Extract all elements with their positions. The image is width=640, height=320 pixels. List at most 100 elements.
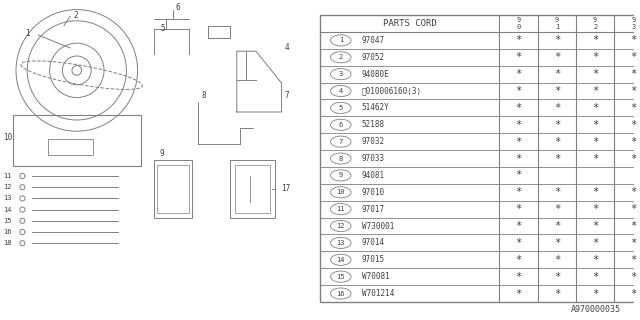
- Text: *: *: [592, 255, 598, 265]
- Text: *: *: [630, 137, 637, 147]
- Text: 97052: 97052: [362, 53, 385, 62]
- Text: *: *: [515, 52, 522, 62]
- Text: *: *: [515, 69, 522, 79]
- Text: 97010: 97010: [362, 188, 385, 197]
- Bar: [230, 160, 275, 218]
- Text: 6: 6: [176, 4, 180, 12]
- Text: 11: 11: [337, 206, 345, 212]
- Text: 94081: 94081: [362, 171, 385, 180]
- Text: 16: 16: [3, 229, 12, 235]
- Text: *: *: [592, 86, 598, 96]
- Text: 11: 11: [3, 173, 12, 179]
- Text: *: *: [554, 154, 560, 164]
- Text: *: *: [554, 103, 560, 113]
- Text: 94080E: 94080E: [362, 70, 389, 79]
- Text: *: *: [630, 289, 637, 299]
- Text: 6: 6: [339, 122, 343, 128]
- Text: 9
3: 9 3: [632, 17, 636, 30]
- Text: *: *: [592, 137, 598, 147]
- Text: 16: 16: [337, 291, 345, 297]
- Text: 8: 8: [339, 156, 343, 162]
- Text: 9: 9: [339, 172, 343, 178]
- Text: *: *: [592, 69, 598, 79]
- Text: *: *: [630, 86, 637, 96]
- Text: 9
1: 9 1: [555, 17, 559, 30]
- Text: *: *: [592, 221, 598, 231]
- Text: *: *: [554, 120, 560, 130]
- Text: *: *: [554, 272, 560, 282]
- Bar: [157, 165, 189, 213]
- Text: 9
0: 9 0: [516, 17, 520, 30]
- Text: 97015: 97015: [362, 255, 385, 264]
- Text: 10: 10: [3, 133, 12, 142]
- Text: 7: 7: [285, 92, 289, 100]
- Text: *: *: [554, 137, 560, 147]
- Text: *: *: [515, 154, 522, 164]
- Text: 13: 13: [337, 240, 345, 246]
- Text: 12: 12: [3, 184, 12, 190]
- Text: *: *: [554, 255, 560, 265]
- Text: *: *: [592, 272, 598, 282]
- Text: 97014: 97014: [362, 238, 385, 247]
- Text: *: *: [554, 69, 560, 79]
- Text: 5: 5: [339, 105, 343, 111]
- Text: *: *: [515, 255, 522, 265]
- Text: *: *: [515, 289, 522, 299]
- Text: *: *: [515, 120, 522, 130]
- Text: PARTS CORD: PARTS CORD: [383, 19, 436, 28]
- Text: 51462Y: 51462Y: [362, 103, 389, 112]
- Text: *: *: [515, 204, 522, 214]
- Text: *: *: [630, 221, 637, 231]
- Text: *: *: [554, 221, 560, 231]
- Text: *: *: [554, 238, 560, 248]
- Text: 3: 3: [339, 71, 343, 77]
- Text: *: *: [630, 154, 637, 164]
- Text: *: *: [515, 221, 522, 231]
- Text: *: *: [515, 137, 522, 147]
- Text: W70081: W70081: [362, 272, 389, 281]
- Text: W701214: W701214: [362, 289, 394, 298]
- Text: *: *: [630, 204, 637, 214]
- Text: *: *: [592, 187, 598, 197]
- Text: 2: 2: [74, 12, 78, 20]
- Text: 1: 1: [26, 29, 30, 38]
- Text: *: *: [515, 36, 522, 45]
- Text: *: *: [630, 103, 637, 113]
- Text: 15: 15: [337, 274, 345, 280]
- Text: *: *: [630, 120, 637, 130]
- Text: *: *: [630, 69, 637, 79]
- Text: *: *: [515, 170, 522, 180]
- Text: 15: 15: [3, 218, 12, 224]
- Text: *: *: [630, 52, 637, 62]
- Text: 4: 4: [285, 44, 289, 52]
- Text: 10: 10: [337, 189, 345, 195]
- Text: 97047: 97047: [362, 36, 385, 45]
- Text: 97017: 97017: [362, 205, 385, 214]
- Text: *: *: [554, 204, 560, 214]
- Text: *: *: [554, 36, 560, 45]
- Text: *: *: [630, 255, 637, 265]
- Text: *: *: [554, 289, 560, 299]
- Text: *: *: [592, 154, 598, 164]
- Text: 97032: 97032: [362, 137, 385, 146]
- Text: *: *: [554, 52, 560, 62]
- Text: *: *: [592, 120, 598, 130]
- Text: *: *: [592, 204, 598, 214]
- Text: *: *: [592, 52, 598, 62]
- Bar: [236, 165, 271, 213]
- Text: *: *: [630, 36, 637, 45]
- Text: 18: 18: [3, 240, 12, 246]
- Text: *: *: [515, 272, 522, 282]
- Text: 8: 8: [202, 92, 206, 100]
- Bar: [154, 160, 192, 218]
- Text: 1: 1: [339, 37, 343, 44]
- Bar: [48, 139, 93, 155]
- Text: 97033: 97033: [362, 154, 385, 163]
- Text: 14: 14: [3, 207, 12, 212]
- Text: *: *: [592, 36, 598, 45]
- Text: *: *: [554, 86, 560, 96]
- Text: A970000035: A970000035: [571, 305, 621, 314]
- Text: 2: 2: [339, 54, 343, 60]
- Bar: [13, 115, 141, 166]
- Text: *: *: [592, 289, 598, 299]
